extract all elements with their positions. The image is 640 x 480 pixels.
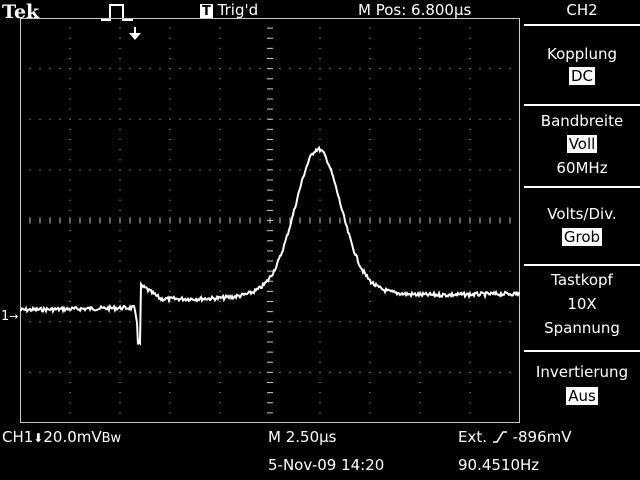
channel1-ground-marker: 1→: [1, 309, 19, 324]
trigger-level: -896mV: [513, 428, 572, 446]
waveform-trace: [20, 148, 520, 345]
bandwidth-frequency: 60MHz: [524, 158, 640, 178]
menu-separator: [524, 186, 640, 188]
probe-attenuation[interactable]: 10X: [524, 294, 640, 314]
volts-value[interactable]: Grob: [562, 228, 602, 246]
trigger-status-label: Trig'd: [218, 1, 258, 19]
horizontal-position: M Pos: 6.800µs: [358, 1, 471, 19]
graticule: [20, 18, 520, 423]
menu-probe-title: Tastkopf: [524, 270, 640, 290]
probe-type[interactable]: Spannung: [524, 318, 640, 338]
menu-invert-option[interactable]: Aus: [524, 386, 640, 406]
invert-value[interactable]: Aus: [566, 387, 598, 405]
menu-coupling-title: Kopplung: [524, 44, 640, 64]
ch1-label: CH1: [2, 428, 33, 446]
timebase-readout: M 2.50µs: [268, 428, 336, 446]
menu-coupling-option[interactable]: DC: [524, 66, 640, 86]
menu-separator: [524, 264, 640, 266]
menu-volts-option[interactable]: Grob: [524, 227, 640, 247]
menu-invert-title: Invertierung: [524, 362, 640, 382]
frequency-readout: 90.4510Hz: [458, 456, 539, 474]
menu-volts-title: Volts/Div.: [524, 204, 640, 224]
coupling-value[interactable]: DC: [569, 67, 595, 85]
trigger-source: Ext.: [458, 428, 487, 446]
ch1-bandwidth-limit: Bw: [102, 431, 122, 446]
menu-separator: [524, 24, 640, 26]
rising-edge-icon: [492, 430, 508, 444]
menu-bandwidth-option[interactable]: Voll: [524, 134, 640, 154]
trigger-status: T Trig'd: [200, 1, 258, 19]
ch1-volts-per-div: 20.0mV: [43, 428, 101, 446]
ch1-ground-arrow-icon: ⬇: [33, 431, 43, 445]
date-time: 5-Nov-09 14:20: [268, 456, 384, 474]
trigger-readout: Ext. -896mV: [458, 428, 572, 446]
channel-title: CH2: [524, 1, 640, 19]
menu-bandwidth-title: Bandbreite: [524, 111, 640, 131]
ch1-scale-readout: CH1⬇20.0mVBw: [2, 428, 121, 448]
bandwidth-value[interactable]: Voll: [567, 135, 598, 153]
trigger-badge: T: [200, 4, 213, 19]
menu-separator: [524, 350, 640, 352]
menu-separator: [524, 104, 640, 106]
waveform-display: [20, 18, 520, 423]
